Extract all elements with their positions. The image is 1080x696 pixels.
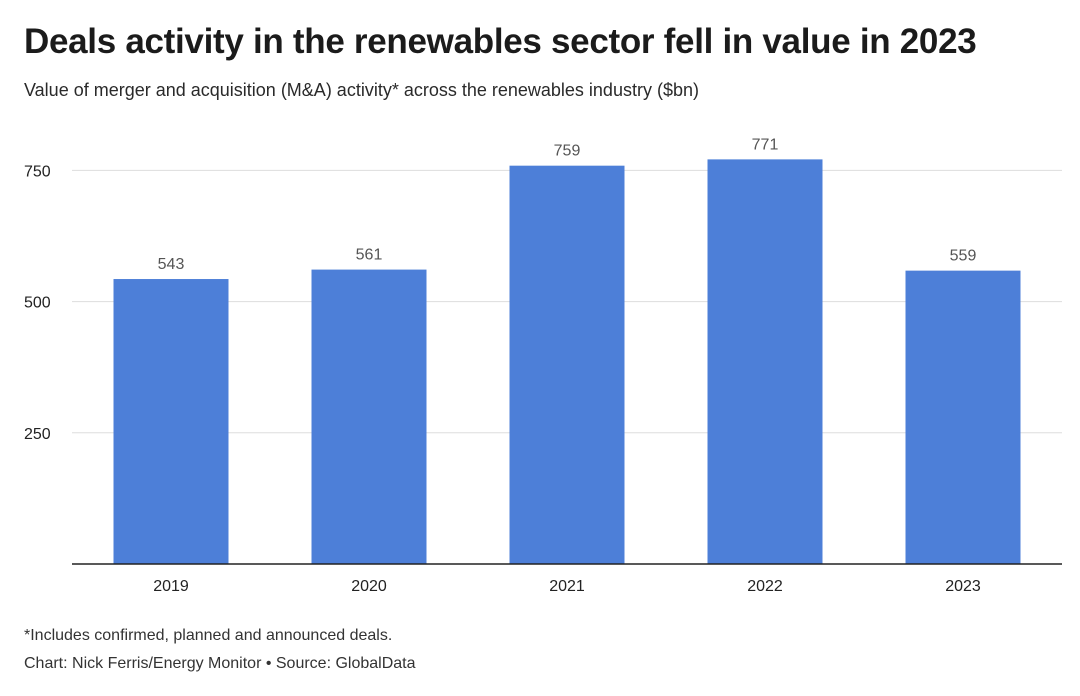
- y-tick-label: 250: [24, 426, 51, 443]
- data-label-2021: 759: [554, 143, 581, 160]
- chart-title: Deals activity in the renewables sector …: [24, 22, 977, 61]
- x-tick-label-2023: 2023: [945, 578, 981, 595]
- bar-2023: [905, 270, 1021, 564]
- bar-2021: [509, 165, 625, 564]
- x-tick-label-2020: 2020: [351, 578, 387, 595]
- x-tick-label-2021: 2021: [549, 578, 585, 595]
- chart-subtitle: Value of merger and acquisition (M&A) ac…: [24, 80, 699, 100]
- data-label-2019: 543: [158, 256, 185, 273]
- bar-2022: [707, 159, 823, 564]
- y-tick-label: 500: [24, 295, 51, 312]
- bar-2019: [113, 279, 229, 564]
- data-label-2020: 561: [356, 247, 383, 264]
- source-credits: Chart: Nick Ferris/Energy Monitor • Sour…: [24, 655, 416, 672]
- bar-2020: [311, 269, 427, 564]
- x-tick-label-2019: 2019: [153, 578, 189, 595]
- x-tick-label-2022: 2022: [747, 578, 783, 595]
- data-label-2023: 559: [950, 248, 977, 265]
- data-label-2022: 771: [752, 136, 779, 153]
- footnote: *Includes confirmed, planned and announc…: [24, 627, 393, 644]
- y-tick-label: 750: [24, 163, 51, 180]
